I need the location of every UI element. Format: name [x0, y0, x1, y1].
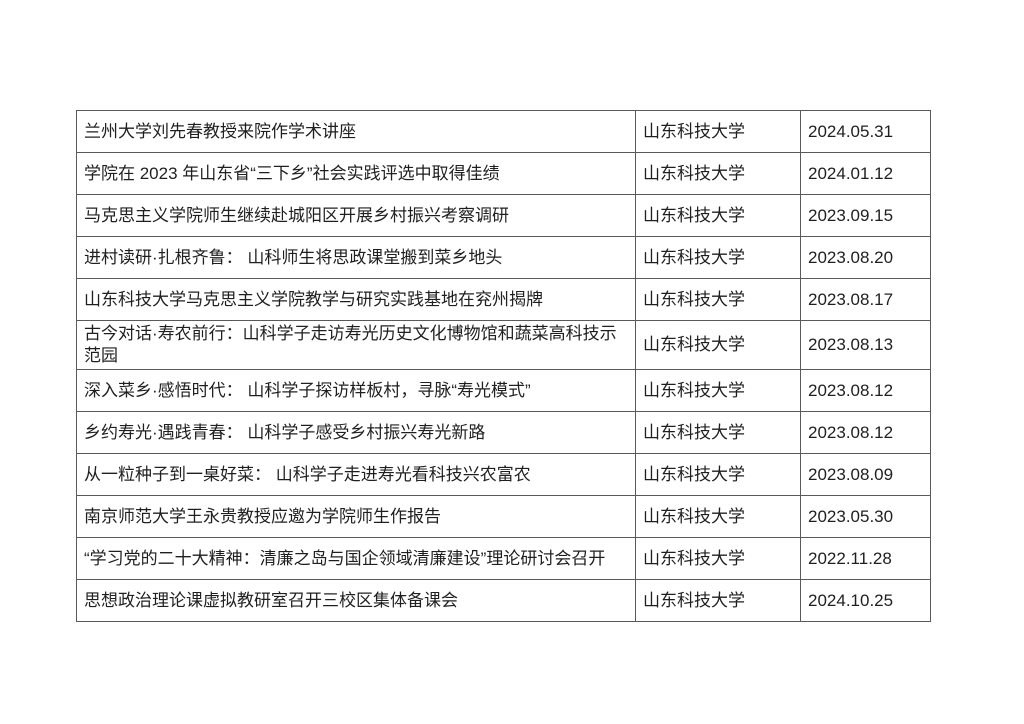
date-cell: 2024.05.31	[800, 110, 931, 153]
organization-cell: 山东科技大学	[635, 579, 801, 622]
news-title-cell: 兰州大学刘先春教授来院作学术讲座	[76, 110, 636, 153]
news-title-cell: 深入菜乡·感悟时代： 山科学子探访样板村，寻脉“寿光模式”	[76, 369, 636, 412]
news-title-cell: 山东科技大学马克思主义学院教学与研究实践基地在兖州揭牌	[76, 278, 636, 321]
table-row: 南京师范大学王永贵教授应邀为学院师生作报告 山东科技大学 2023.05.30	[76, 495, 931, 538]
table-row: 学院在 2023 年山东省“三下乡”社会实践评选中取得佳绩 山东科技大学 202…	[76, 152, 931, 195]
news-title-cell: 进村读研·扎根齐鲁： 山科师生将思政课堂搬到菜乡地头	[76, 236, 636, 279]
date-cell: 2023.08.12	[800, 411, 931, 454]
news-title-cell: 从一粒种子到一桌好菜： 山科学子走进寿光看科技兴农富农	[76, 453, 636, 496]
table-row: 山东科技大学马克思主义学院教学与研究实践基地在兖州揭牌 山东科技大学 2023.…	[76, 278, 931, 321]
news-title-cell: 学院在 2023 年山东省“三下乡”社会实践评选中取得佳绩	[76, 152, 636, 195]
table-row: 兰州大学刘先春教授来院作学术讲座 山东科技大学 2024.05.31	[76, 110, 931, 153]
date-cell: 2023.09.15	[800, 194, 931, 237]
news-title-cell: “学习党的二十大精神：清廉之岛与国企领域清廉建设”理论研讨会召开	[76, 537, 636, 580]
organization-cell: 山东科技大学	[635, 320, 801, 370]
table-row: 马克思主义学院师生继续赴城阳区开展乡村振兴考察调研 山东科技大学 2023.09…	[76, 194, 931, 237]
date-cell: 2023.05.30	[800, 495, 931, 538]
table-row: 乡约寿光·遇践青春： 山科学子感受乡村振兴寿光新路 山东科技大学 2023.08…	[76, 411, 931, 454]
date-cell: 2023.08.12	[800, 369, 931, 412]
news-title-cell: 乡约寿光·遇践青春： 山科学子感受乡村振兴寿光新路	[76, 411, 636, 454]
table-row: “学习党的二十大精神：清廉之岛与国企领域清廉建设”理论研讨会召开 山东科技大学 …	[76, 537, 931, 580]
table-row: 进村读研·扎根齐鲁： 山科师生将思政课堂搬到菜乡地头 山东科技大学 2023.0…	[76, 236, 931, 279]
organization-cell: 山东科技大学	[635, 236, 801, 279]
date-cell: 2024.01.12	[800, 152, 931, 195]
organization-cell: 山东科技大学	[635, 110, 801, 153]
date-cell: 2022.11.28	[800, 537, 931, 580]
date-cell: 2023.08.17	[800, 278, 931, 321]
news-table: 兰州大学刘先春教授来院作学术讲座 山东科技大学 2024.05.31 学院在 2…	[76, 110, 931, 622]
news-title-cell: 南京师范大学王永贵教授应邀为学院师生作报告	[76, 495, 636, 538]
table-row: 思想政治理论课虚拟教研室召开三校区集体备课会 山东科技大学 2024.10.25	[76, 579, 931, 622]
organization-cell: 山东科技大学	[635, 453, 801, 496]
date-cell: 2024.10.25	[800, 579, 931, 622]
organization-cell: 山东科技大学	[635, 152, 801, 195]
organization-cell: 山东科技大学	[635, 495, 801, 538]
date-cell: 2023.08.13	[800, 320, 931, 370]
news-title-cell: 古今对话·寿农前行：山科学子走访寿光历史文化博物馆和蔬菜高科技示范园	[76, 320, 636, 370]
organization-cell: 山东科技大学	[635, 369, 801, 412]
date-cell: 2023.08.20	[800, 236, 931, 279]
organization-cell: 山东科技大学	[635, 194, 801, 237]
organization-cell: 山东科技大学	[635, 278, 801, 321]
organization-cell: 山东科技大学	[635, 537, 801, 580]
table-row: 古今对话·寿农前行：山科学子走访寿光历史文化博物馆和蔬菜高科技示范园 山东科技大…	[76, 320, 931, 370]
news-title-cell: 思想政治理论课虚拟教研室召开三校区集体备课会	[76, 579, 636, 622]
table-row: 深入菜乡·感悟时代： 山科学子探访样板村，寻脉“寿光模式” 山东科技大学 202…	[76, 369, 931, 412]
organization-cell: 山东科技大学	[635, 411, 801, 454]
date-cell: 2023.08.09	[800, 453, 931, 496]
table-row: 从一粒种子到一桌好菜： 山科学子走进寿光看科技兴农富农 山东科技大学 2023.…	[76, 453, 931, 496]
news-title-cell: 马克思主义学院师生继续赴城阳区开展乡村振兴考察调研	[76, 194, 636, 237]
